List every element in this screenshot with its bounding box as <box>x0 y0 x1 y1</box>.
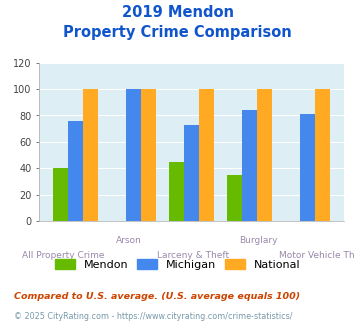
Bar <box>141 89 156 221</box>
Text: © 2025 CityRating.com - https://www.cityrating.com/crime-statistics/: © 2025 CityRating.com - https://www.city… <box>14 312 293 321</box>
Bar <box>126 89 141 221</box>
Bar <box>257 89 272 221</box>
Text: Property Crime Comparison: Property Crime Comparison <box>63 25 292 40</box>
Text: Larceny & Theft: Larceny & Theft <box>157 251 229 260</box>
Bar <box>315 89 331 221</box>
Text: Compared to U.S. average. (U.S. average equals 100): Compared to U.S. average. (U.S. average … <box>14 292 300 301</box>
Bar <box>227 175 242 221</box>
Text: Burglary: Burglary <box>239 236 278 245</box>
Bar <box>83 89 98 221</box>
Bar <box>242 110 257 221</box>
Bar <box>300 114 315 221</box>
Text: Motor Vehicle Theft: Motor Vehicle Theft <box>279 251 355 260</box>
Bar <box>53 168 68 221</box>
Bar <box>184 125 199 221</box>
Legend: Mendon, Michigan, National: Mendon, Michigan, National <box>50 255 305 274</box>
Text: All Property Crime: All Property Crime <box>22 251 105 260</box>
Text: 2019 Mendon: 2019 Mendon <box>121 5 234 20</box>
Text: Arson: Arson <box>116 236 141 245</box>
Bar <box>169 162 184 221</box>
Bar <box>199 89 214 221</box>
Bar <box>68 121 83 221</box>
